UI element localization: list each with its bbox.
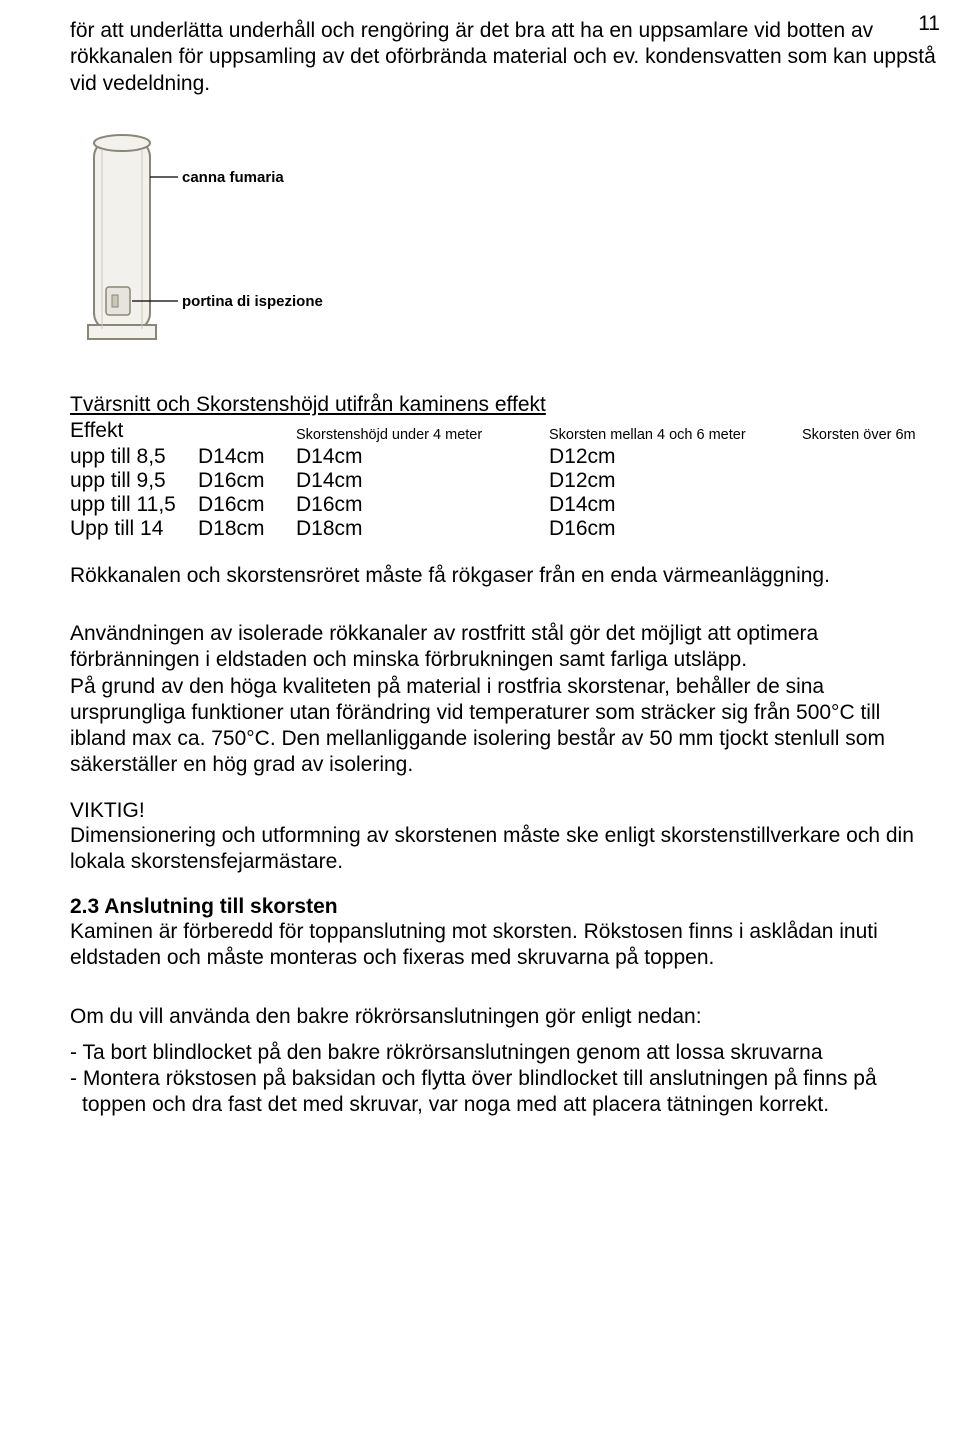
rear-intro: Om du vill använda den bakre rökrörsansl… <box>70 1004 940 1030</box>
cell: D14cm <box>549 493 802 517</box>
col-under4: Skorstenshöjd under 4 meter <box>296 419 549 445</box>
cell: upp till 9,5 <box>70 469 198 493</box>
section-2-3-body: Kaminen är förberedd för toppanslutning … <box>70 919 940 972</box>
viktig-heading: VIKTIG! <box>70 799 940 823</box>
chimney-diagram: canna fumaria portina di ispezione <box>70 129 940 359</box>
intro-paragraph: för att underlätta underhåll och rengöri… <box>70 18 940 97</box>
cell: D12cm <box>549 445 802 469</box>
col-4to6: Skorsten mellan 4 och 6 meter <box>549 419 802 445</box>
cell: D12cm <box>549 469 802 493</box>
page-number: 11 <box>918 12 940 36</box>
table-row: upp till 8,5 D14cm D14cm D12cm <box>70 445 934 469</box>
table-title: Tvärsnitt och Skorstenshöjd utifrån kami… <box>70 393 940 417</box>
cell: D16cm <box>549 517 802 541</box>
cell: D14cm <box>296 469 549 493</box>
table-row: upp till 9,5 D16cm D14cm D12cm <box>70 469 934 493</box>
para-rokkanalen: Rökkanalen och skorstensröret måste få r… <box>70 563 940 589</box>
cell: D16cm <box>198 469 296 493</box>
cell: Upp till 14 <box>70 517 198 541</box>
cell: upp till 8,5 <box>70 445 198 469</box>
cell: D18cm <box>198 517 296 541</box>
diagram-label-top: canna fumaria <box>182 169 284 186</box>
cell: D14cm <box>296 445 549 469</box>
cell: D14cm <box>198 445 296 469</box>
para-isolerade: Användningen av isolerade rökkanaler av … <box>70 621 940 779</box>
diagram-label-bottom: portina di ispezione <box>182 293 323 310</box>
section-2-3-heading: 2.3 Anslutning till skorsten <box>70 895 940 919</box>
col-over6: Skorsten över 6m <box>802 419 934 445</box>
rear-bullet-2: - Montera rökstosen på baksidan och flyt… <box>70 1066 940 1119</box>
col-effekt: Effekt <box>70 419 296 445</box>
cell: D16cm <box>296 493 549 517</box>
viktig-body: Dimensionering och utformning av skorste… <box>70 823 940 876</box>
cell: upp till 11,5 <box>70 493 198 517</box>
cell: D16cm <box>198 493 296 517</box>
cell: D18cm <box>296 517 549 541</box>
chimney-table: Effekt Skorstenshöjd under 4 meter Skors… <box>70 419 934 541</box>
chimney-svg: canna fumaria portina di ispezione <box>70 129 360 354</box>
rear-bullet-1: - Ta bort blindlocket på den bakre rökrö… <box>70 1040 940 1066</box>
table-header-row: Effekt Skorstenshöjd under 4 meter Skors… <box>70 419 934 445</box>
table-row: upp till 11,5 D16cm D16cm D14cm <box>70 493 934 517</box>
table-row: Upp till 14 D18cm D18cm D16cm <box>70 517 934 541</box>
